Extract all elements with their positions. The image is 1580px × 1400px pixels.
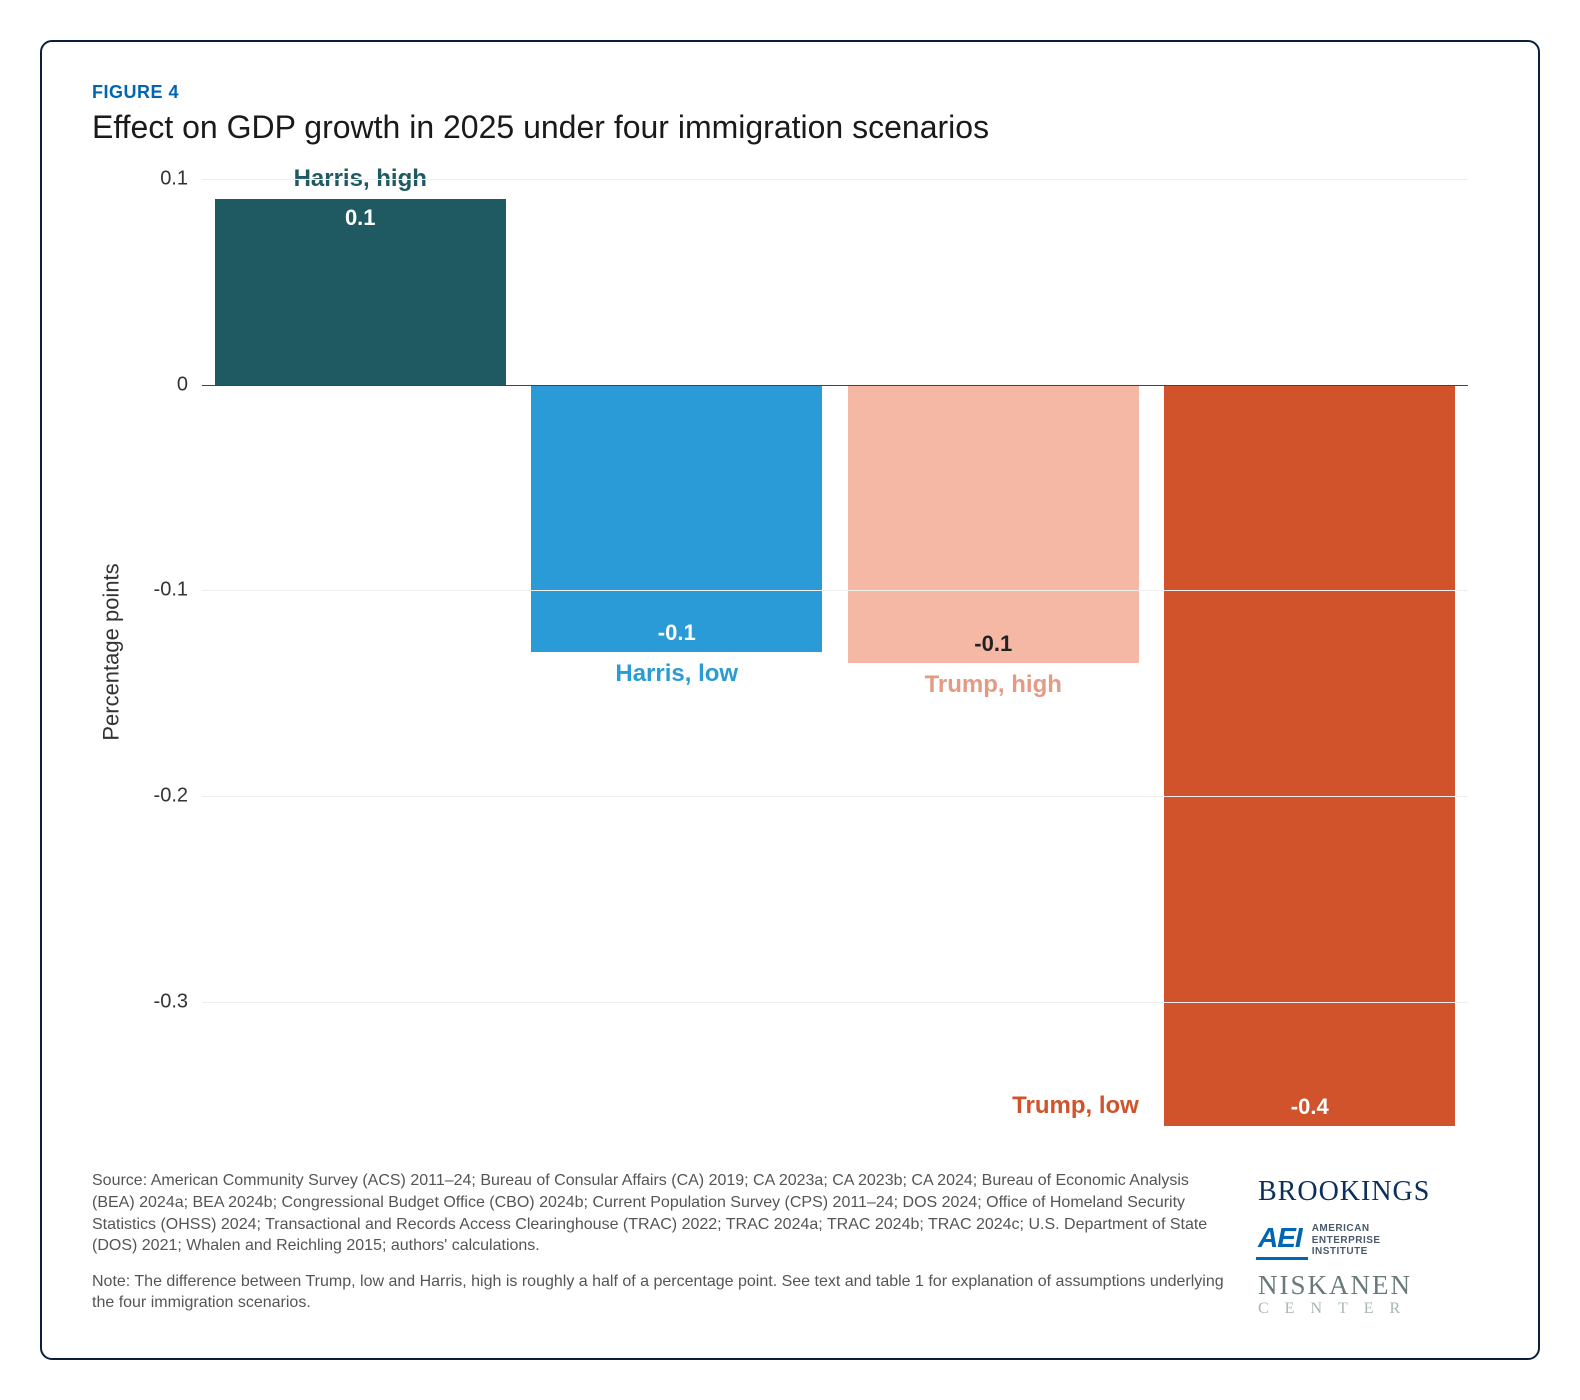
niskanen-top: NISKANEN <box>1258 1272 1416 1299</box>
aei-logo-text: AMERICAN ENTERPRISE INSTITUTE <box>1312 1223 1381 1258</box>
gridline <box>202 1002 1468 1003</box>
figure-number: FIGURE 4 <box>92 82 1488 103</box>
aei-logo-mark: AEI <box>1258 1222 1302 1258</box>
gridline <box>202 385 1468 386</box>
aei-logo: AEI AMERICAN ENTERPRISE INSTITUTE <box>1258 1222 1381 1258</box>
ytick-label: -0.1 <box>154 579 188 602</box>
ytick-label: -0.3 <box>154 991 188 1014</box>
y-axis-label-wrap: Percentage points <box>92 158 132 1146</box>
footer-text: Source: American Community Survey (ACS) … <box>92 1170 1228 1328</box>
niskanen-bottom: CENTER <box>1258 1301 1416 1317</box>
bar: -0.4 <box>1164 385 1455 1126</box>
bar-category-label: Harris, low <box>531 660 822 688</box>
bars-layer: 0.1Harris, high-0.1Harris, low-0.1Trump,… <box>202 158 1468 1146</box>
niskanen-logo: NISKANEN CENTER <box>1258 1272 1416 1317</box>
bar-value-label: -0.4 <box>1164 1094 1455 1120</box>
brookings-logo: BROOKINGS <box>1258 1176 1430 1208</box>
bar-value-label: -0.1 <box>848 631 1139 657</box>
sponsor-logos: BROOKINGS AEI AMERICAN ENTERPRISE INSTIT… <box>1258 1170 1488 1328</box>
figure-footer: Source: American Community Survey (ACS) … <box>92 1170 1488 1328</box>
plot-area: 0.1Harris, high-0.1Harris, low-0.1Trump,… <box>202 158 1468 1146</box>
figure-frame: FIGURE 4 Effect on GDP growth in 2025 un… <box>40 40 1540 1360</box>
gridline <box>202 179 1468 180</box>
chart: Percentage points 0.1Harris, high-0.1Har… <box>92 158 1488 1146</box>
gridline <box>202 796 1468 797</box>
bar: -0.1 <box>848 385 1139 663</box>
note-text: Note: The difference between Trump, low … <box>92 1271 1228 1314</box>
bar-category-label: Trump, high <box>848 671 1139 699</box>
bar: -0.1 <box>531 385 822 653</box>
ytick-label: -0.2 <box>154 785 188 808</box>
aei-line2: ENTERPRISE <box>1312 1235 1381 1247</box>
aei-line3: INSTITUTE <box>1312 1246 1381 1258</box>
source-text: Source: American Community Survey (ACS) … <box>92 1170 1228 1256</box>
ytick-label: 0.1 <box>160 167 188 190</box>
ytick-label: 0 <box>177 373 188 396</box>
bar: 0.1 <box>215 199 506 384</box>
bar-category-label: Trump, low <box>848 1092 1139 1120</box>
bar-value-label: 0.1 <box>215 205 506 231</box>
aei-line1: AMERICAN <box>1312 1223 1381 1235</box>
y-axis-label: Percentage points <box>99 564 125 741</box>
bar-value-label: -0.1 <box>531 620 822 646</box>
figure-title: Effect on GDP growth in 2025 under four … <box>92 109 1488 146</box>
gridline <box>202 590 1468 591</box>
